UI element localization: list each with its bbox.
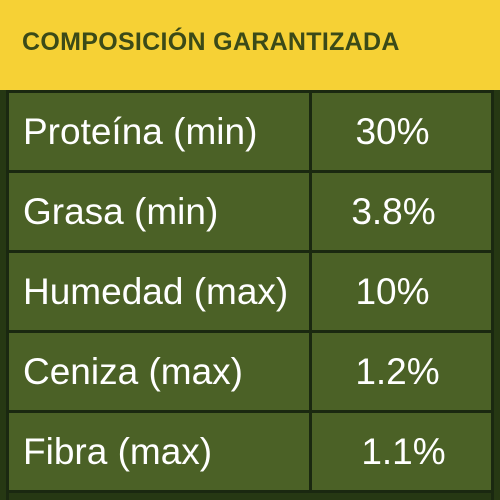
- title-bar: COMPOSICIÓN GARANTIZADA: [0, 0, 500, 90]
- row-label: Humedad (max): [23, 270, 289, 312]
- table-row-moisture: Humedad (max) 10%: [9, 253, 491, 333]
- column-divider: [309, 333, 312, 410]
- column-divider: [309, 253, 312, 330]
- table-row-protein: Proteína (min) 30%: [9, 93, 491, 173]
- row-label: Fibra (max): [23, 430, 213, 472]
- row-value: 30%: [355, 110, 430, 152]
- row-value: 1.1%: [361, 430, 446, 472]
- row-value: 3.8%: [351, 190, 436, 232]
- row-value: 1.2%: [355, 350, 440, 392]
- composition-table: Proteína (min) 30% Grasa (min) 3.8% Hume…: [6, 90, 494, 500]
- column-divider: [309, 173, 312, 250]
- table-title: COMPOSICIÓN GARANTIZADA: [22, 27, 400, 56]
- row-label: Proteína (min): [23, 110, 258, 152]
- table-row-fat: Grasa (min) 3.8%: [9, 173, 491, 253]
- column-divider: [309, 413, 312, 490]
- table-row-ash: Ceniza (max) 1.2%: [9, 333, 491, 413]
- column-divider: [309, 93, 312, 170]
- row-label: Grasa (min): [23, 190, 219, 232]
- row-label: Ceniza (max): [23, 350, 243, 392]
- row-value: 10%: [355, 270, 430, 312]
- table-row-fiber: Fibra (max) 1.1%: [9, 413, 491, 493]
